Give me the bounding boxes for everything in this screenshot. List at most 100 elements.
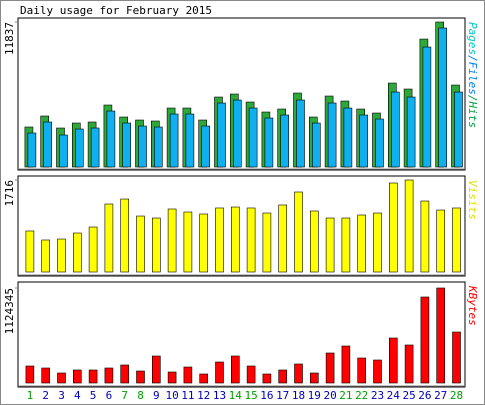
- bar: [75, 128, 84, 168]
- x-tick-label: 23: [371, 389, 384, 402]
- bar: [438, 27, 448, 168]
- bar: [122, 122, 131, 168]
- bar: [248, 107, 258, 168]
- bar: [233, 99, 242, 168]
- bar: [452, 331, 461, 384]
- bar: [167, 208, 177, 273]
- bar: [388, 182, 398, 273]
- bar: [406, 96, 416, 168]
- bar: [452, 207, 461, 273]
- bar: [88, 226, 98, 273]
- bar: [357, 357, 367, 384]
- panel: [17, 281, 466, 388]
- x-tick-label: 8: [137, 389, 144, 402]
- x-tick-label: 26: [418, 389, 431, 402]
- legend-entry: Pages: [466, 22, 479, 55]
- bar: [41, 239, 51, 273]
- bar: [296, 99, 305, 168]
- x-tick-label: 9: [153, 389, 160, 402]
- bar: [278, 369, 288, 384]
- x-tick-label: 28: [450, 389, 463, 402]
- bar: [422, 46, 432, 168]
- y-tick-label: 11837: [3, 22, 16, 55]
- x-tick-label: 17: [276, 389, 289, 402]
- bar: [215, 207, 224, 273]
- bar: [27, 132, 37, 168]
- bar: [341, 345, 351, 384]
- x-tick-label: 1: [27, 389, 34, 402]
- bar: [199, 213, 208, 273]
- y-tick-label: 1124345: [3, 288, 16, 334]
- x-tick-label: 20: [323, 389, 336, 402]
- x-tick-label: 7: [121, 389, 128, 402]
- x-tick-label: 13: [213, 389, 226, 402]
- bar: [375, 118, 384, 168]
- bar: [138, 125, 147, 168]
- bar: [217, 102, 226, 168]
- legend-entry: Hits: [466, 101, 479, 129]
- bar: [215, 361, 224, 384]
- x-tick-label: 3: [58, 389, 65, 402]
- bar: [294, 191, 303, 273]
- bar: [404, 179, 414, 273]
- bar: [183, 211, 193, 273]
- bar: [420, 200, 430, 273]
- bar: [154, 126, 163, 168]
- panel: [17, 175, 466, 277]
- x-tick-label: 12: [197, 389, 210, 402]
- bar: [201, 125, 210, 168]
- x-tick-label: 10: [165, 389, 178, 402]
- legend-entry: Visits: [466, 180, 479, 220]
- x-tick-label: 6: [106, 389, 113, 402]
- legend-separator: /: [466, 55, 479, 62]
- bar: [311, 122, 321, 168]
- bar: [343, 107, 353, 168]
- bar: [404, 344, 414, 384]
- bar: [104, 203, 114, 273]
- x-tick-label: 27: [434, 389, 447, 402]
- bar: [327, 102, 337, 168]
- bar: [88, 369, 98, 384]
- x-tick-label: 24: [387, 389, 401, 402]
- bar: [106, 110, 116, 168]
- bar: [325, 352, 335, 384]
- bar: [25, 230, 35, 273]
- legend-entry: KBytes: [466, 285, 479, 326]
- bar: [278, 204, 288, 273]
- bar: [43, 121, 53, 168]
- bar: [104, 367, 114, 384]
- bar: [341, 217, 351, 273]
- legend-separator: /: [466, 95, 479, 102]
- bar: [73, 369, 82, 384]
- bar: [359, 114, 369, 168]
- bar: [199, 373, 208, 384]
- bar: [120, 198, 129, 273]
- bar: [280, 114, 290, 168]
- chart-title: Daily usage for February 2015: [20, 4, 212, 17]
- x-tick-label: 25: [402, 389, 415, 402]
- bar: [309, 372, 319, 384]
- y-tick-label: 1716: [3, 180, 16, 207]
- bar: [388, 337, 398, 384]
- bar: [436, 209, 446, 273]
- bar: [120, 364, 129, 384]
- bar: [325, 217, 335, 273]
- bar: [420, 296, 430, 384]
- x-tick-label: 2: [42, 389, 49, 402]
- bar: [57, 372, 66, 384]
- x-tick-label: 22: [355, 389, 368, 402]
- bar: [246, 365, 256, 384]
- bar: [262, 373, 272, 384]
- bar: [73, 232, 82, 273]
- x-tick-label: 14: [229, 389, 243, 402]
- bar: [357, 214, 367, 273]
- bar: [454, 91, 463, 168]
- bar: [246, 207, 256, 273]
- bar: [136, 370, 145, 384]
- x-tick-label: 4: [74, 389, 81, 402]
- bar: [90, 127, 100, 168]
- bar: [185, 113, 195, 168]
- bar: [136, 215, 145, 273]
- x-tick-label: 18: [292, 389, 305, 402]
